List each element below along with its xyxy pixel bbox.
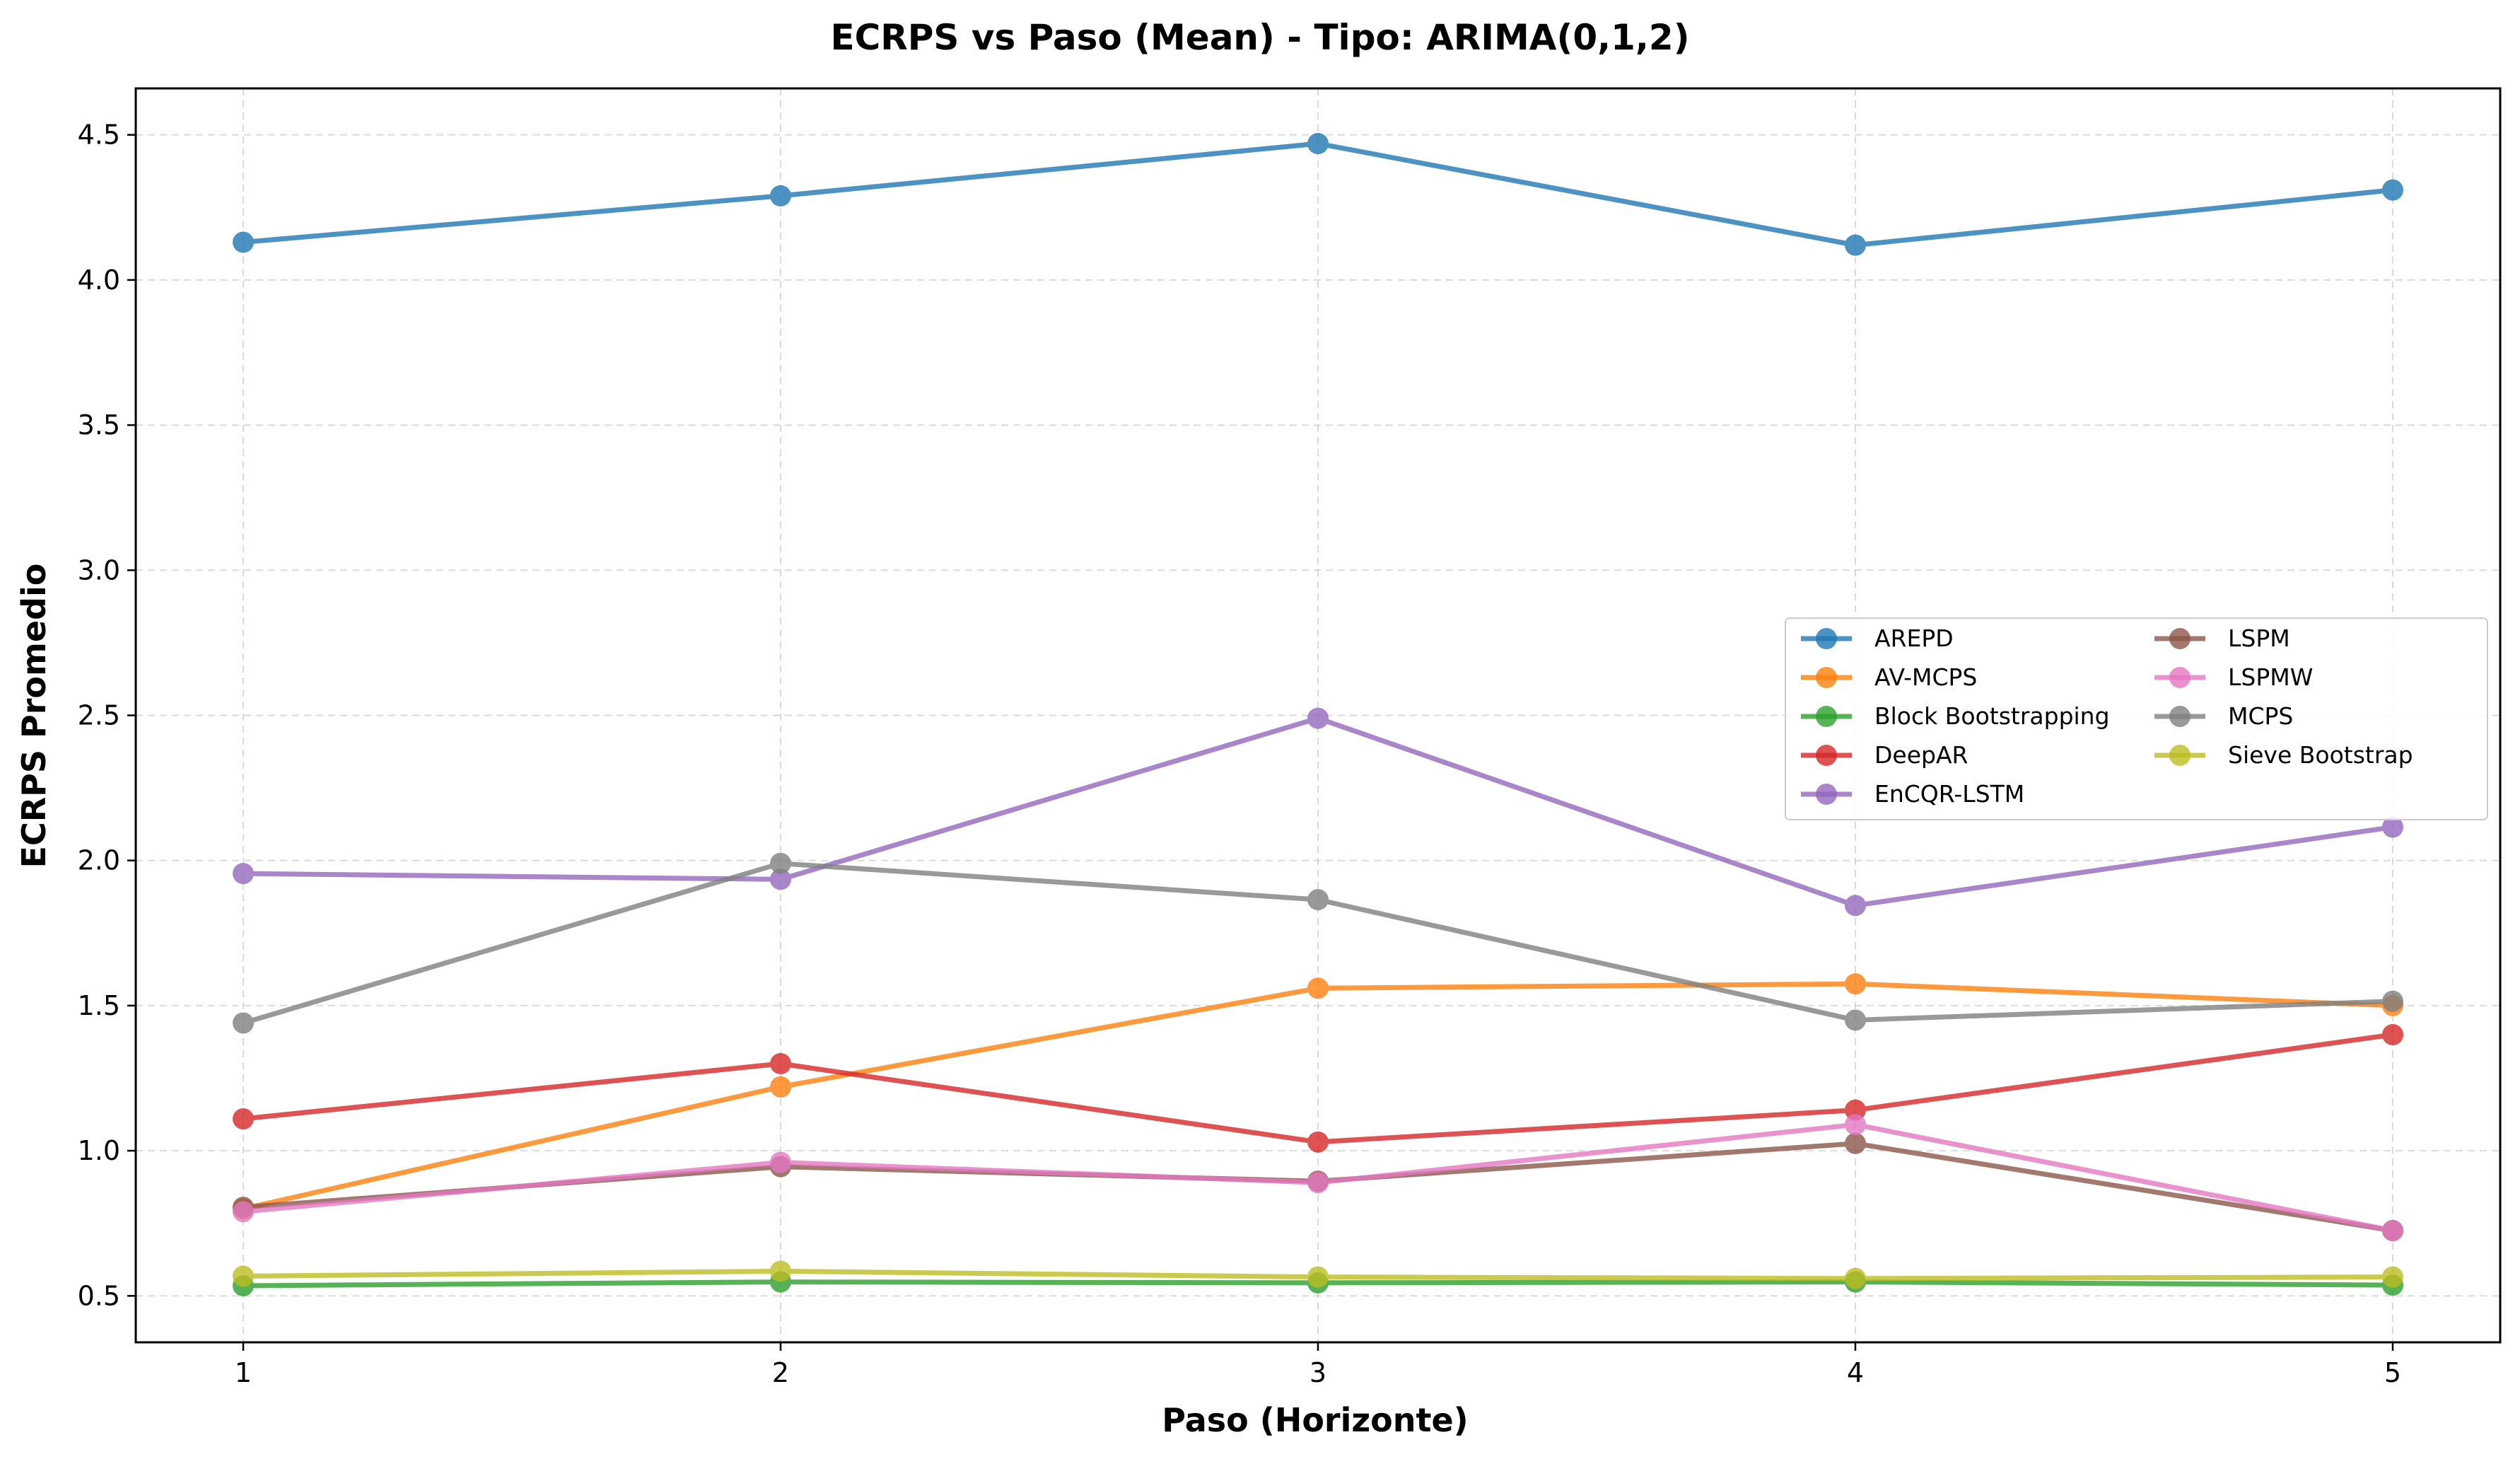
series-encqr-lstm xyxy=(233,707,2403,917)
legend-item: MCPS xyxy=(2154,702,2293,730)
legend-item: AV-MCPS xyxy=(1801,663,1977,691)
x-tick-label: 4 xyxy=(1847,1357,1864,1388)
y-tick-label: 0.5 xyxy=(78,1280,120,1311)
y-tick-label: 2.5 xyxy=(78,700,120,731)
legend: AREPD AV-MCPS Block Bootstrapping DeepAR EnC… xyxy=(1785,617,2488,820)
data-point xyxy=(2382,990,2403,1012)
data-point xyxy=(1307,132,1329,154)
data-point xyxy=(770,852,791,874)
legend-marker xyxy=(1816,745,1837,766)
legend-marker xyxy=(2169,745,2191,766)
legend-item: AREPD xyxy=(1801,624,1954,652)
y-axis-ticks: 0.5 1.0 1.5 2.0 2.5 3.0 3.5 4.0 4.5 xyxy=(78,120,136,1311)
data-point xyxy=(1845,1267,1866,1289)
legend-label: DeepAR xyxy=(1874,741,1968,769)
data-point xyxy=(770,1151,791,1173)
x-tick-label: 3 xyxy=(1309,1357,1326,1388)
legend-item: LSPMW xyxy=(2154,663,2313,691)
data-point xyxy=(1845,973,1866,995)
y-tick-label: 4.5 xyxy=(78,120,120,151)
data-point xyxy=(770,1260,791,1282)
legend-label: AV-MCPS xyxy=(1874,663,1977,691)
data-point xyxy=(1845,895,1866,917)
legend-label: LSPM xyxy=(2228,624,2290,652)
data-point xyxy=(1307,977,1329,999)
legend-label: EnCQR-LSTM xyxy=(1874,780,2024,808)
legend-label: MCPS xyxy=(2228,702,2293,730)
x-tick-label: 1 xyxy=(235,1357,252,1388)
data-point xyxy=(1845,234,1866,256)
data-point xyxy=(770,185,791,207)
y-tick-label: 3.5 xyxy=(78,409,120,441)
data-point xyxy=(1845,1009,1866,1031)
data-point xyxy=(770,1076,791,1098)
data-point xyxy=(1307,889,1329,911)
series-line xyxy=(240,141,2396,248)
legend-label: Sieve Bootstrap xyxy=(2228,741,2413,769)
series-layer xyxy=(233,132,2403,1296)
legend-box xyxy=(1785,617,2488,820)
y-axis-label: ECRPS Promedio xyxy=(15,564,53,868)
series-deepar xyxy=(233,1023,2403,1153)
y-tick-label: 1.5 xyxy=(78,990,120,1021)
legend-marker xyxy=(2169,628,2191,649)
data-point xyxy=(2382,1023,2403,1045)
data-point xyxy=(233,231,254,253)
x-axis-ticks: 1 2 3 4 5 xyxy=(235,1342,2401,1388)
y-tick-label: 3.0 xyxy=(78,554,120,586)
series-sieve-bootstrap xyxy=(233,1260,2403,1289)
data-point xyxy=(1307,1266,1329,1288)
legend-label: AREPD xyxy=(1874,624,1954,652)
x-tick-label: 2 xyxy=(772,1357,789,1388)
y-tick-label: 4.0 xyxy=(78,265,120,296)
legend-item: Sieve Bootstrap xyxy=(2154,741,2413,769)
x-axis-label: Paso (Horizonte) xyxy=(1162,1401,1468,1439)
data-point xyxy=(1845,1114,1866,1136)
data-point xyxy=(1845,1132,1866,1154)
series-mcps xyxy=(233,852,2403,1034)
data-point xyxy=(233,1201,254,1223)
legend-item: DeepAR xyxy=(1801,741,1968,769)
data-point xyxy=(233,1012,254,1034)
data-point xyxy=(1845,1099,1866,1121)
legend-marker xyxy=(1816,628,1837,649)
y-tick-label: 2.0 xyxy=(78,845,120,876)
x-tick-label: 5 xyxy=(2384,1357,2401,1388)
legend-label: LSPMW xyxy=(2228,663,2313,691)
data-point xyxy=(2382,1266,2403,1288)
legend-item: LSPM xyxy=(2154,624,2290,652)
legend-marker xyxy=(2169,667,2191,688)
data-point xyxy=(2382,816,2403,838)
y-tick-label: 1.0 xyxy=(78,1135,120,1166)
data-point xyxy=(233,1265,254,1287)
data-point xyxy=(2382,1219,2403,1241)
series-arepd xyxy=(233,132,2403,256)
legend-marker xyxy=(2169,706,2191,727)
legend-marker xyxy=(1816,706,1837,727)
data-point xyxy=(2382,179,2403,201)
data-point xyxy=(770,1053,791,1074)
legend-item: EnCQR-LSTM xyxy=(1801,780,2024,808)
data-point xyxy=(1307,1172,1329,1194)
data-point xyxy=(233,863,254,885)
data-point xyxy=(233,1108,254,1129)
data-point xyxy=(1307,1131,1329,1153)
data-point xyxy=(770,868,791,890)
chart-title: ECRPS vs Paso (Mean) - Tipo: ARIMA(0,1,2… xyxy=(830,17,1689,58)
legend-marker xyxy=(1816,667,1837,688)
series-lspmw xyxy=(233,1114,2403,1241)
data-point xyxy=(1307,707,1329,729)
legend-item: Block Bootstrapping xyxy=(1801,702,2110,730)
legend-marker xyxy=(1816,784,1837,805)
legend-label: Block Bootstrapping xyxy=(1874,702,2110,730)
